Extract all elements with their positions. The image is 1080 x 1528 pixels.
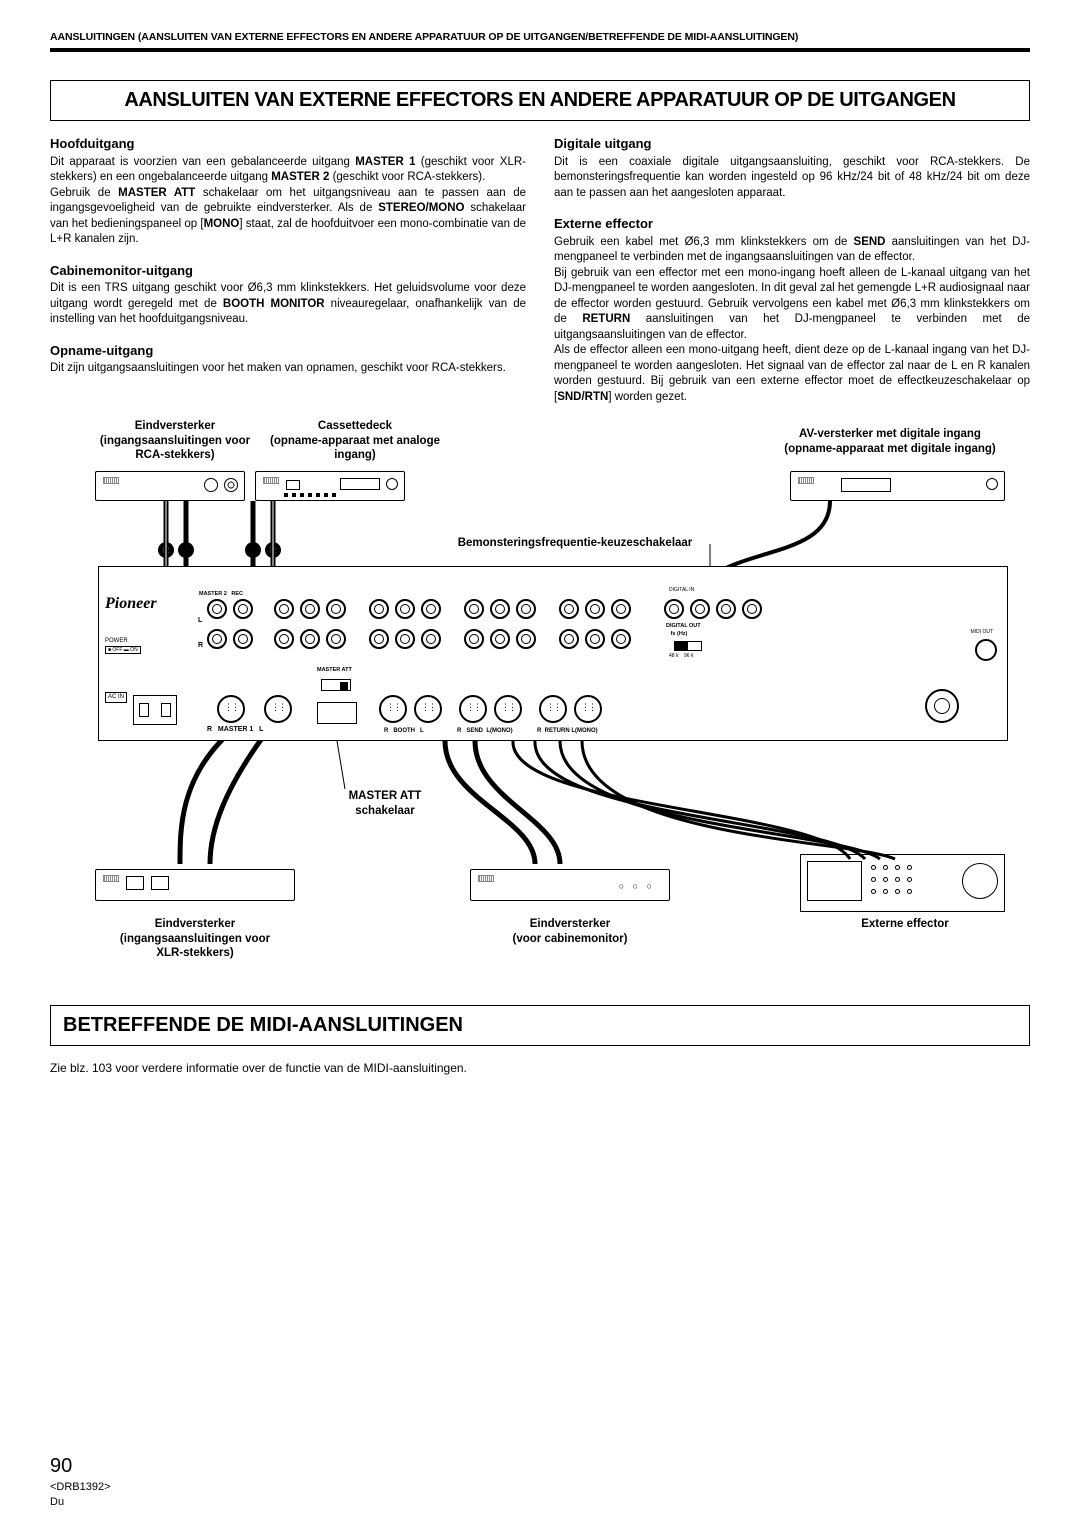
label-av-amp: AV-versterker met digitale ingang (opnam… — [770, 427, 1010, 456]
page-footer: 90 <DRB1392> Du — [50, 1453, 111, 1510]
brand-logo: Pioneer — [105, 593, 157, 615]
l3: RCA-stekkers) — [135, 449, 214, 461]
para-hoofduitgang: Dit apparaat is voorzien van een gebalan… — [50, 155, 526, 248]
bold: MASTER ATT — [118, 187, 195, 199]
badge-l: L — [178, 542, 194, 558]
label-master-att: MASTER ATT schakelaar — [325, 789, 445, 818]
subhead-cabinemonitor: Cabinemonitor-uitgang — [50, 262, 526, 280]
device-amp-rca — [95, 471, 245, 501]
text: (geschikt voor RCA-stekkers). — [329, 171, 485, 183]
para-opname: Dit zijn uitgangsaansluitingen voor het … — [50, 361, 526, 377]
l2: schakelaar — [355, 805, 414, 817]
l1: AV-versterker met digitale ingang — [799, 428, 981, 440]
page-number: 90 — [50, 1453, 111, 1480]
label-effector: Externe effector — [840, 917, 970, 931]
text: Dit apparaat is voorzien van een gebalan… — [50, 156, 355, 168]
device-amp-xlr — [95, 869, 295, 901]
bold: MASTER 1 — [355, 156, 415, 168]
label-amp-xlr: Eindversterker (ingangsaansluitingen voo… — [100, 917, 290, 960]
l2: (voor cabinemonitor) — [512, 933, 627, 945]
right-column: Digitale uitgang Dit is een coaxiale dig… — [554, 135, 1030, 405]
section-2-title: BETREFFENDE DE MIDI-AANSLUITINGEN — [50, 1005, 1030, 1046]
text: Gebruik de — [50, 187, 118, 199]
l1: Eindversterker — [530, 918, 611, 930]
l1: MASTER ATT — [349, 790, 422, 802]
mixer-panel: Pioneer POWER■ OFF ▬ ON AC IN MASTER 2 R… — [98, 566, 1008, 741]
badge-l: L — [245, 542, 261, 558]
l2: (opname-apparaat met analoge — [270, 435, 440, 447]
left-column: Hoofduitgang Dit apparaat is voorzien va… — [50, 135, 526, 405]
text: Gebruik een kabel met Ø6,3 mm klinkstekk… — [554, 236, 854, 248]
l1: Cassettedeck — [318, 420, 392, 432]
bold: STEREO/MONO — [378, 202, 464, 214]
midi-note: Zie blz. 103 voor verdere informatie ove… — [50, 1060, 1030, 1076]
device-effector — [800, 854, 1005, 912]
bold: SEND — [854, 236, 886, 248]
body-columns: Hoofduitgang Dit apparaat is voorzien va… — [50, 135, 1030, 405]
device-av-amp — [790, 471, 1005, 501]
bold: BOOTH MONITOR — [223, 298, 325, 310]
footer-code: <DRB1392> — [50, 1480, 111, 1495]
l3: ingang) — [334, 449, 376, 461]
label-cab-monitor: Eindversterker (voor cabinemonitor) — [470, 917, 670, 946]
para-externe: Gebruik een kabel met Ø6,3 mm klinkstekk… — [554, 235, 1030, 406]
subhead-opname: Opname-uitgang — [50, 342, 526, 360]
l2: (opname-apparaat met digitale ingang) — [784, 443, 996, 455]
label-sample-switch: Bemonsteringsfrequentie-keuzeschakelaar — [445, 536, 705, 550]
bold: SND/RTN — [557, 391, 608, 403]
l2: (ingangsaansluitingen voor — [120, 933, 270, 945]
device-cabinemonitor-amp: ○ ○ ○ — [470, 869, 670, 901]
l1: Eindversterker — [135, 420, 216, 432]
l3: XLR-stekkers) — [156, 947, 233, 959]
subhead-externe: Externe effector — [554, 215, 1030, 233]
badge-r: R — [158, 542, 174, 558]
connection-diagram: Eindversterker (ingangsaansluitingen voo… — [50, 419, 1030, 979]
bold: MASTER 2 — [271, 171, 329, 183]
l2: (ingangsaansluitingen voor — [100, 435, 250, 447]
running-header: AANSLUITINGEN (AANSLUITEN VAN EXTERNE EF… — [50, 30, 1030, 52]
label-cassette: Cassettedeck (opname-apparaat met analog… — [265, 419, 445, 462]
device-cassette — [255, 471, 405, 501]
subhead-hoofduitgang: Hoofduitgang — [50, 135, 526, 153]
subhead-digitale: Digitale uitgang — [554, 135, 1030, 153]
bold: MONO — [204, 218, 240, 230]
section-1-title: AANSLUITEN VAN EXTERNE EFFECTORS EN ANDE… — [50, 80, 1030, 121]
para-digitale: Dit is een coaxiale digitale uitgangsaan… — [554, 155, 1030, 202]
l1: Eindversterker — [155, 918, 236, 930]
text: ] worden gezet. — [608, 391, 687, 403]
badge-r: R — [265, 542, 281, 558]
para-cabinemonitor: Dit is een TRS uitgang geschikt voor Ø6,… — [50, 281, 526, 328]
bold: RETURN — [582, 313, 630, 325]
label-amp-rca: Eindversterker (ingangsaansluitingen voo… — [90, 419, 260, 462]
footer-lang: Du — [50, 1495, 111, 1510]
